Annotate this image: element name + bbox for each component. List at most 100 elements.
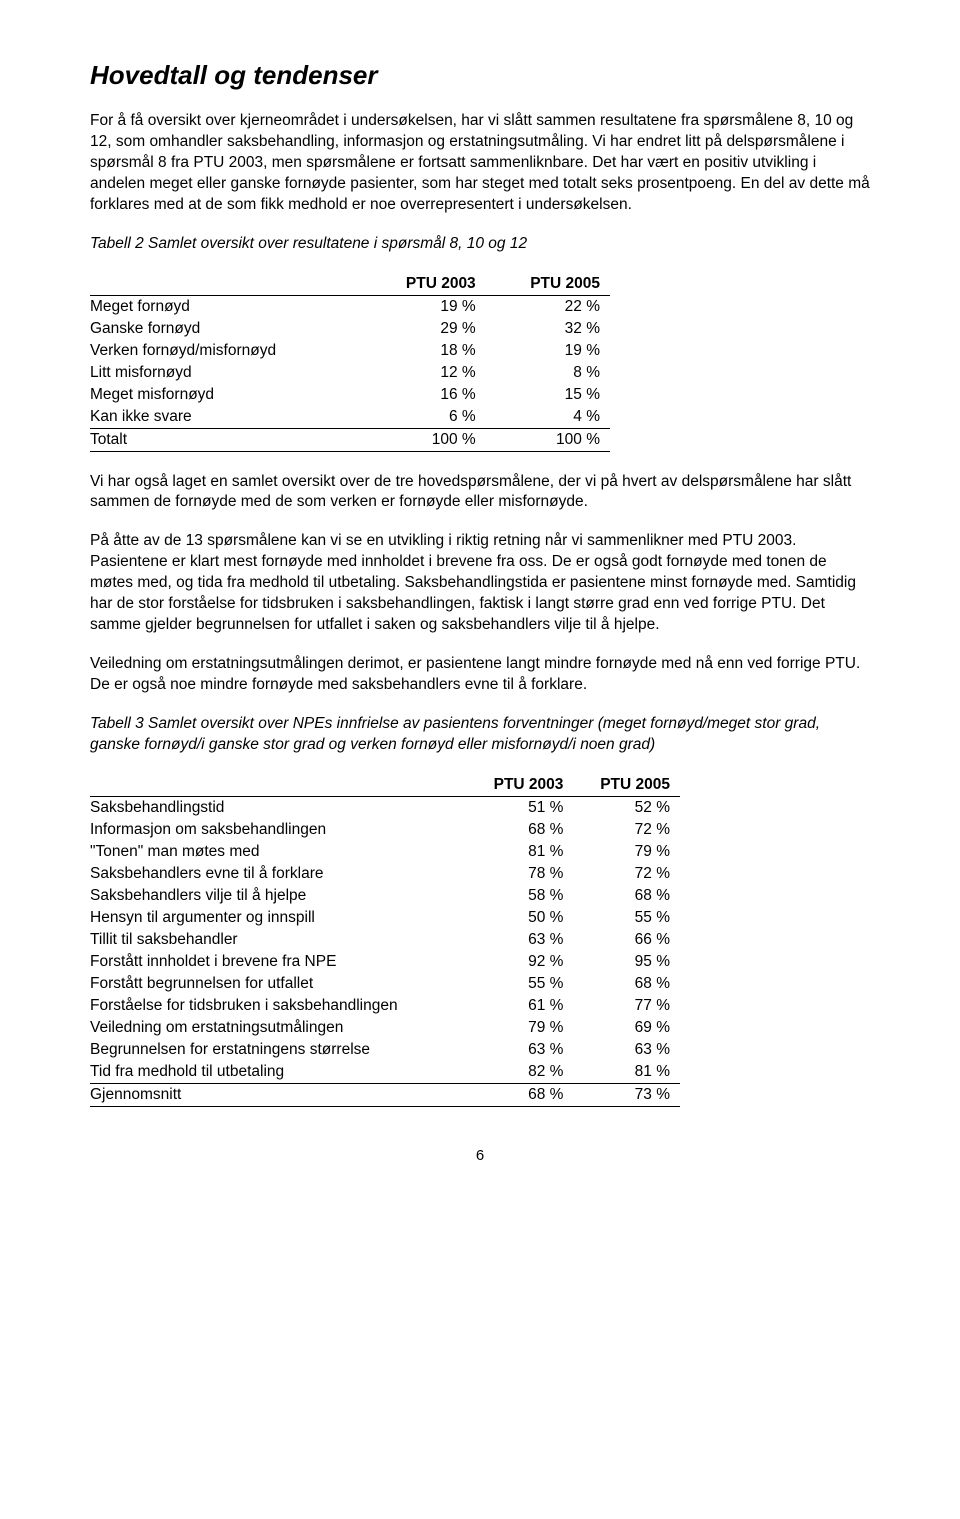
page-title: Hovedtall og tendenser (90, 60, 870, 91)
table-row: Informasjon om saksbehandlingen 68 % 72 … (90, 819, 680, 841)
table-header-col1: PTU 2003 (361, 273, 485, 296)
row-val: 69 % (573, 1017, 680, 1039)
row-label: Saksbehandlers vilje til å hjelpe (90, 885, 467, 907)
table-row: Tillit til saksbehandler 63 % 66 % (90, 929, 680, 951)
row-label: Meget misfornøyd (90, 384, 361, 406)
row-label: Tid fra medhold til utbetaling (90, 1061, 467, 1084)
row-val: 77 % (573, 995, 680, 1017)
row-val: 63 % (467, 929, 574, 951)
table-row: Saksbehandlers evne til å forklare 78 % … (90, 863, 680, 885)
row-val: 51 % (467, 796, 574, 819)
row-label: Forstått innholdet i brevene fra NPE (90, 951, 467, 973)
row-val: 68 % (467, 1083, 574, 1106)
row-label: Veiledning om erstatningsutmålingen (90, 1017, 467, 1039)
row-val: 63 % (467, 1039, 574, 1061)
table-caption-1: Tabell 2 Samlet oversikt over resultaten… (90, 234, 870, 255)
row-label: Forståelse for tidsbruken i saksbehandli… (90, 995, 467, 1017)
row-val: 79 % (467, 1017, 574, 1039)
table-header-col1: PTU 2003 (467, 774, 574, 797)
table-caption-2: Tabell 3 Samlet oversikt over NPEs innfr… (90, 714, 870, 756)
row-label: "Tonen" man møtes med (90, 841, 467, 863)
row-label: Saksbehandlingstid (90, 796, 467, 819)
table-row: Litt misfornøyd 12 % 8 % (90, 362, 610, 384)
table-row: Saksbehandlingstid 51 % 52 % (90, 796, 680, 819)
row-val: 78 % (467, 863, 574, 885)
row-val: 29 % (361, 318, 485, 340)
row-val: 61 % (467, 995, 574, 1017)
row-val: 22 % (486, 295, 610, 318)
row-val: 58 % (467, 885, 574, 907)
table-header-row: PTU 2003 PTU 2005 (90, 774, 680, 797)
row-val: 63 % (573, 1039, 680, 1061)
row-val: 72 % (573, 819, 680, 841)
row-val: 6 % (361, 406, 485, 429)
row-label: Kan ikke svare (90, 406, 361, 429)
table-row: Verken fornøyd/misfornøyd 18 % 19 % (90, 340, 610, 362)
table-2: PTU 2003 PTU 2005 Saksbehandlingstid 51 … (90, 774, 680, 1107)
row-val: 19 % (361, 295, 485, 318)
row-val: 68 % (467, 819, 574, 841)
document-page: Hovedtall og tendenser For å få oversikt… (0, 0, 960, 1204)
row-val: 8 % (486, 362, 610, 384)
row-val: 66 % (573, 929, 680, 951)
table-row: Veiledning om erstatningsutmålingen 79 %… (90, 1017, 680, 1039)
table-header-row: PTU 2003 PTU 2005 (90, 273, 610, 296)
row-label: Hensyn til argumenter og innspill (90, 907, 467, 929)
table-1: PTU 2003 PTU 2005 Meget fornøyd 19 % 22 … (90, 273, 610, 452)
table-row: Tid fra medhold til utbetaling 82 % 81 % (90, 1061, 680, 1084)
row-label: Begrunnelsen for erstatningens størrelse (90, 1039, 467, 1061)
row-val: 15 % (486, 384, 610, 406)
table-row: Ganske fornøyd 29 % 32 % (90, 318, 610, 340)
table-row: Begrunnelsen for erstatningens størrelse… (90, 1039, 680, 1061)
paragraph-3: På åtte av de 13 spørsmålene kan vi se e… (90, 531, 870, 636)
paragraph-4: Veiledning om erstatningsutmålingen deri… (90, 654, 870, 696)
table-row: Hensyn til argumenter og innspill 50 % 5… (90, 907, 680, 929)
row-val: 18 % (361, 340, 485, 362)
table-total-row: Totalt 100 % 100 % (90, 428, 610, 451)
table-row: Forståelse for tidsbruken i saksbehandli… (90, 995, 680, 1017)
row-val: 100 % (486, 428, 610, 451)
row-val: 72 % (573, 863, 680, 885)
row-val: 52 % (573, 796, 680, 819)
row-val: 81 % (573, 1061, 680, 1084)
row-label: Forstått begrunnelsen for utfallet (90, 973, 467, 995)
row-val: 50 % (467, 907, 574, 929)
table-row: Saksbehandlers vilje til å hjelpe 58 % 6… (90, 885, 680, 907)
row-val: 79 % (573, 841, 680, 863)
row-val: 19 % (486, 340, 610, 362)
row-label: Litt misfornøyd (90, 362, 361, 384)
table-header-col2: PTU 2005 (486, 273, 610, 296)
table-header-blank (90, 774, 467, 797)
row-label: Totalt (90, 428, 361, 451)
table-row: Forstått begrunnelsen for utfallet 55 % … (90, 973, 680, 995)
row-val: 55 % (467, 973, 574, 995)
row-val: 100 % (361, 428, 485, 451)
row-val: 32 % (486, 318, 610, 340)
row-label: Gjennomsnitt (90, 1083, 467, 1106)
table-header-col2: PTU 2005 (573, 774, 680, 797)
row-val: 68 % (573, 973, 680, 995)
table-row: Meget misfornøyd 16 % 15 % (90, 384, 610, 406)
table-row: Meget fornøyd 19 % 22 % (90, 295, 610, 318)
row-val: 55 % (573, 907, 680, 929)
row-val: 92 % (467, 951, 574, 973)
row-label: Saksbehandlers evne til å forklare (90, 863, 467, 885)
page-number: 6 (90, 1147, 870, 1164)
row-val: 16 % (361, 384, 485, 406)
row-label: Tillit til saksbehandler (90, 929, 467, 951)
table-row: "Tonen" man møtes med 81 % 79 % (90, 841, 680, 863)
table-summary-row: Gjennomsnitt 68 % 73 % (90, 1083, 680, 1106)
table-header-blank (90, 273, 361, 296)
table-row: Kan ikke svare 6 % 4 % (90, 406, 610, 429)
row-label: Ganske fornøyd (90, 318, 361, 340)
table-row: Forstått innholdet i brevene fra NPE 92 … (90, 951, 680, 973)
row-label: Meget fornøyd (90, 295, 361, 318)
paragraph-intro: For å få oversikt over kjerneområdet i u… (90, 111, 870, 216)
row-label: Verken fornøyd/misfornøyd (90, 340, 361, 362)
paragraph-2: Vi har også laget en samlet oversikt ove… (90, 472, 870, 514)
row-val: 12 % (361, 362, 485, 384)
row-label: Informasjon om saksbehandlingen (90, 819, 467, 841)
row-val: 4 % (486, 406, 610, 429)
row-val: 73 % (573, 1083, 680, 1106)
row-val: 81 % (467, 841, 574, 863)
